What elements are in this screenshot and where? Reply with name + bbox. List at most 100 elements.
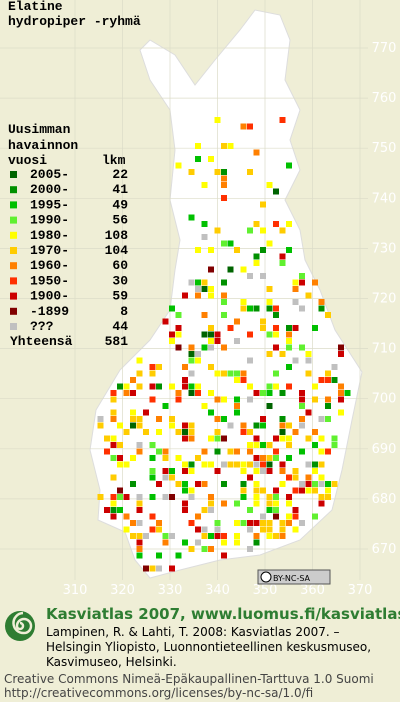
y-grid-label: 690	[372, 442, 397, 457]
observation-square	[325, 448, 331, 455]
observation-square	[234, 338, 240, 344]
y-grid-label: 750	[372, 141, 397, 156]
observation-square	[279, 422, 286, 429]
observation-square	[214, 338, 221, 344]
observation-square	[260, 455, 266, 461]
observation-square	[130, 422, 136, 429]
observation-square	[169, 422, 175, 429]
observation-square	[214, 331, 221, 338]
legend-count: 41	[112, 182, 128, 197]
legend-count: 60	[112, 258, 128, 273]
observation-square	[299, 344, 305, 351]
observation-square	[182, 481, 188, 487]
observation-square	[117, 455, 123, 461]
observation-square	[149, 494, 156, 500]
badge-text: BY-NC-SA	[273, 574, 311, 583]
observation-square	[136, 546, 143, 552]
observation-square	[260, 390, 266, 396]
observation-square	[182, 377, 188, 383]
observation-square	[318, 448, 325, 455]
observation-square	[162, 455, 169, 461]
observation-square	[110, 474, 117, 481]
observation-square	[214, 468, 221, 474]
observation-square	[162, 474, 169, 481]
observation-square	[208, 344, 214, 351]
observation-square	[286, 364, 292, 370]
observation-square	[188, 422, 195, 429]
observation-square	[169, 331, 175, 338]
observation-square	[325, 416, 331, 422]
observation-square	[292, 474, 299, 481]
observation-square	[312, 325, 318, 331]
observation-square	[253, 253, 260, 260]
observation-square	[240, 422, 247, 429]
observation-square	[260, 273, 266, 279]
observation-square	[299, 448, 305, 455]
observation-square	[266, 500, 273, 507]
observation-square	[130, 416, 136, 422]
observation-square	[221, 169, 227, 175]
legend-label: 1950-	[30, 273, 69, 288]
observation-square	[221, 279, 227, 286]
observation-square	[338, 344, 344, 351]
observation-square	[136, 416, 143, 422]
observation-square	[130, 533, 136, 539]
observation-square	[104, 435, 110, 442]
observation-square	[234, 403, 240, 409]
observation-square	[266, 455, 273, 461]
observation-square	[234, 370, 240, 377]
observation-square	[260, 468, 266, 474]
observation-square	[149, 364, 156, 370]
legend-count: 8	[120, 304, 128, 319]
observation-square	[234, 409, 240, 416]
observation-square	[149, 526, 156, 533]
observation-square	[279, 533, 286, 539]
observation-square	[188, 351, 195, 357]
legend-count: 44	[112, 319, 128, 334]
observation-square	[208, 435, 214, 442]
observation-square	[130, 377, 136, 383]
observation-square	[110, 416, 117, 422]
observation-square	[97, 416, 104, 422]
observation-square	[169, 494, 175, 500]
observation-square	[247, 448, 253, 455]
legend-total-label: Yhteensä	[10, 334, 73, 349]
observation-square	[253, 461, 260, 468]
observation-square	[182, 422, 188, 429]
observation-square	[286, 162, 292, 169]
observation-square	[110, 513, 117, 520]
observation-square	[247, 305, 253, 312]
observation-square	[182, 487, 188, 494]
observation-square	[227, 461, 234, 468]
legend-label: 2000-	[30, 182, 69, 197]
observation-square	[175, 429, 182, 435]
observation-square	[273, 188, 279, 195]
observation-square	[214, 396, 221, 403]
observation-square	[312, 481, 318, 487]
title-line: hydropiper -ryhmä	[8, 14, 141, 29]
observation-square	[188, 435, 195, 442]
observation-square	[338, 351, 344, 357]
legend-swatch	[10, 171, 17, 178]
observation-square	[227, 266, 234, 273]
observation-square	[266, 461, 273, 468]
observation-square	[156, 481, 162, 487]
observation-square	[279, 117, 286, 123]
observation-square	[136, 448, 143, 455]
legend-col: vuosi	[8, 153, 47, 168]
observation-square	[266, 240, 273, 247]
observation-square	[260, 442, 266, 448]
legend-heading: Uusimman	[8, 122, 71, 137]
observation-square	[201, 234, 208, 240]
observation-square	[260, 513, 266, 520]
observation-square	[266, 331, 273, 338]
observation-square	[325, 312, 331, 318]
observation-square	[325, 494, 331, 500]
observation-square	[201, 403, 208, 409]
observation-square	[188, 487, 195, 494]
observation-square	[188, 520, 195, 526]
observation-square	[149, 442, 156, 448]
observation-square	[247, 461, 253, 468]
observation-square	[247, 546, 253, 552]
observation-square	[299, 416, 305, 422]
